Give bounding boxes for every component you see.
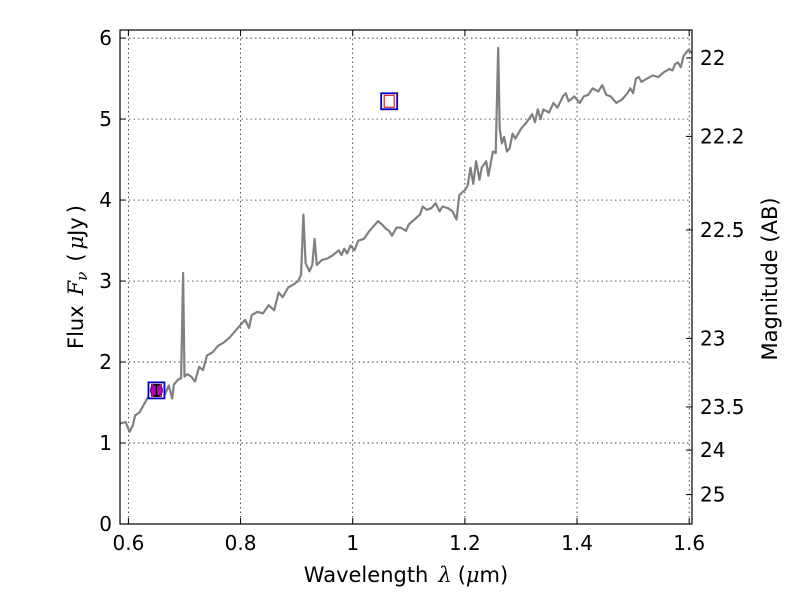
- y2-tick-labels: 22 22.2 22.5 23 23.5 24 25: [700, 46, 745, 507]
- spectrum-line: [119, 46, 693, 433]
- marker-layer: [147, 92, 399, 400]
- y-tick-labels: 0 1 2 3 4 5 6: [99, 26, 112, 536]
- y-tick-label: 3: [99, 269, 112, 293]
- y2-tick-label: 24: [700, 438, 725, 462]
- y-tick-label: 5: [99, 107, 112, 131]
- y2-tick-label: 22: [700, 46, 725, 70]
- x-tick-label: 1.2: [449, 531, 481, 555]
- x-tick-label: 0.8: [225, 531, 257, 555]
- filter-box-high-inner: [383, 94, 395, 108]
- y2-axis-label: Magnitude (AB): [758, 197, 782, 360]
- filter-box-high-outer: [380, 92, 399, 111]
- y2-tick-label: 25: [700, 483, 725, 507]
- spectrum-layer: [119, 46, 693, 433]
- y-tick-label: 2: [99, 350, 112, 374]
- x-axis-label: Wavelength λ (μm): [304, 563, 508, 587]
- y2-tick-label: 22.2: [700, 124, 745, 148]
- y-axis-label: FluxFν(μJy): [64, 205, 91, 349]
- x-tick-label: 1.4: [561, 531, 593, 555]
- plot-background: [120, 30, 692, 524]
- y2-tick-label: 22.5: [700, 218, 745, 242]
- x-tick-label: 1.6: [673, 531, 705, 555]
- y2-tick-label: 23: [700, 326, 725, 350]
- plot-frame: [119, 29, 693, 525]
- y2-tick-label: 23.5: [700, 395, 745, 419]
- y-tick-label: 4: [99, 188, 112, 212]
- y-tick-label: 0: [99, 512, 112, 536]
- x-tick-labels: 0.6 0.8 1 1.2 1.4 1.6: [113, 531, 706, 555]
- y-tick-label: 6: [99, 26, 112, 50]
- x-tick-label: 1: [346, 531, 359, 555]
- tick-marks: [120, 30, 692, 525]
- y-tick-label: 1: [99, 431, 112, 455]
- x-tick-label: 0.6: [113, 531, 145, 555]
